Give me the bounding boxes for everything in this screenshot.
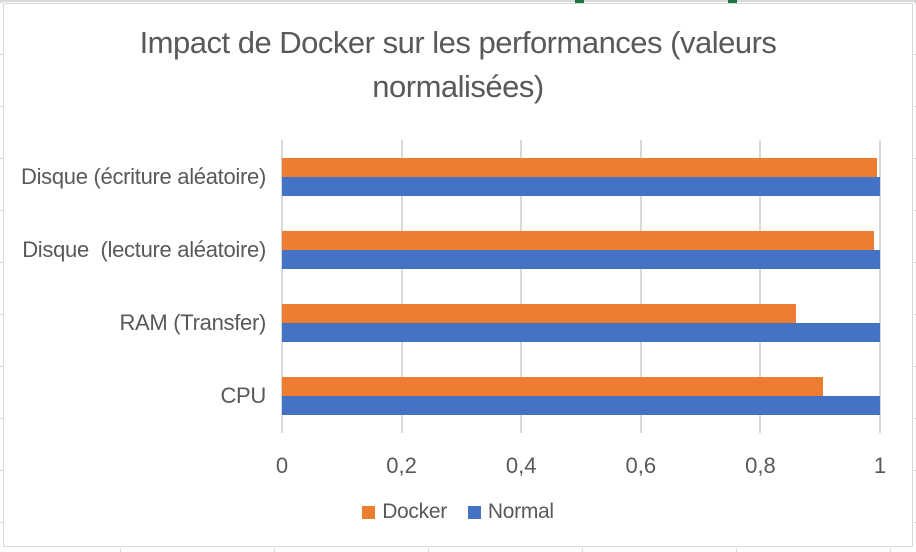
gridline-x-0,8 [759,140,762,433]
chart-title-line-2: normalisées) [372,69,544,104]
gridline-x-0,6 [639,140,642,433]
bar-normal-0 [282,176,880,196]
bar-docker-3 [282,377,824,397]
bar-normal-1 [282,249,880,269]
legend-swatch-normal-icon [467,505,481,519]
category-label-0: Disque (écriture aléatoire) [20,163,266,189]
chart-title-line-1: Impact de Docker sur les performances (v… [139,25,777,60]
sheet-gridline-right [914,2,916,548]
sheet-gridline-top [0,0,916,2]
x-axis-tick-labels: 0 0,2 0,4 0,6 0,8 1 [276,453,886,479]
x-tick-label-0,8: 0,8 [745,453,776,478]
plot-area [281,140,881,433]
gridline-x-0,2 [400,140,403,433]
x-tick-label-0,6: 0,6 [625,453,657,478]
bar-normal-3 [282,396,880,416]
legend-label-normal: Normal [487,500,554,523]
gridline-x-0 [281,140,283,433]
legend: Docker Normal [4,498,912,526]
bar-docker-1 [282,230,875,250]
x-tick-label-0,4: 0,4 [505,453,537,478]
sheet-gridline-bottom [0,548,916,552]
legend-swatch-docker-icon [362,505,376,519]
legend-item-normal: Normal [467,500,554,524]
gridline-x-0,4 [520,140,523,433]
chart-title: Impact de Docker sur les performances (v… [4,21,912,109]
category-label-3: CPU [220,383,266,409]
chart[interactable]: Impact de Docker sur les performances (v… [3,3,913,547]
category-label-1: Disque (lecture aléatoire) [22,236,266,262]
x-tick-label-0: 0 [275,453,289,478]
bar-docker-2 [282,304,797,324]
x-tick-label-1: 1 [873,453,887,478]
bar-docker-0 [282,157,877,177]
sheet-cell-marker-green-1 [575,0,584,3]
legend-item-docker: Docker [362,500,447,524]
sheet-gridline-left [0,2,3,548]
category-axis-labels: Disque (écriture aléatoire) Disque (lectu… [4,140,266,433]
x-tick-label-0,2: 0,2 [386,453,417,478]
bar-normal-2 [282,323,880,343]
legend-label-docker: Docker [382,500,447,523]
gridline-x-1 [879,140,881,433]
category-label-2: RAM (Transfer) [119,310,266,336]
sheet-cell-marker-green-2 [728,0,737,3]
